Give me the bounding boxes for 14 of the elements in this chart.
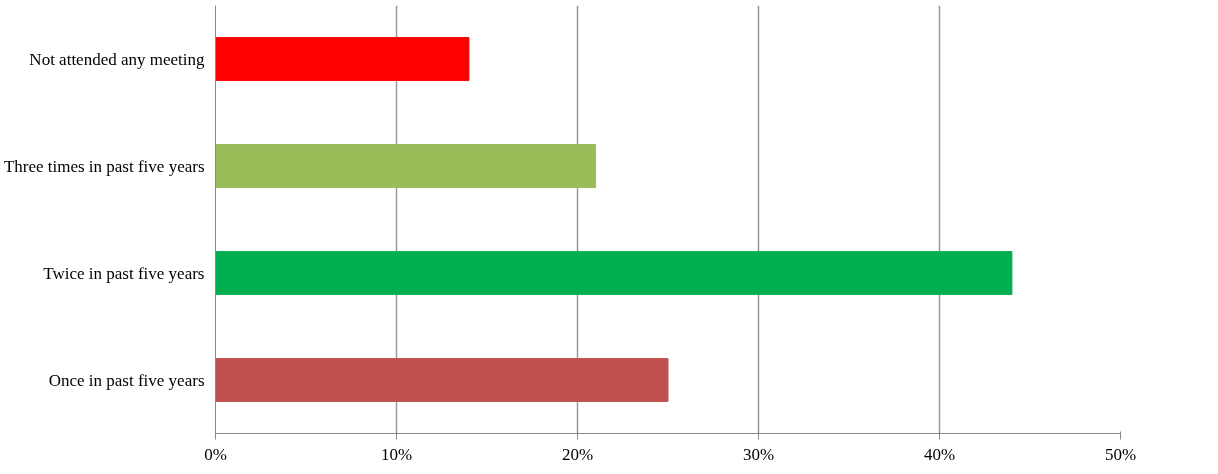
x-tick-label: 50% bbox=[1104, 444, 1137, 464]
y-tick-label: Not attended any meeting bbox=[29, 49, 205, 69]
bar bbox=[215, 251, 1013, 295]
x-tick-label: 30% bbox=[742, 444, 775, 464]
y-tick-label: Once in past five years bbox=[48, 370, 205, 390]
bar bbox=[215, 144, 597, 188]
y-tick-label: Twice in past five years bbox=[43, 263, 205, 283]
x-tick-label: 10% bbox=[380, 444, 413, 464]
x-tick-label: 40% bbox=[923, 444, 956, 464]
bar bbox=[215, 358, 669, 402]
x-tick-label: 20% bbox=[561, 444, 594, 464]
bar bbox=[215, 37, 470, 81]
y-tick-label: Three times in past five years bbox=[3, 156, 205, 176]
x-tick-label: 0% bbox=[204, 444, 227, 464]
